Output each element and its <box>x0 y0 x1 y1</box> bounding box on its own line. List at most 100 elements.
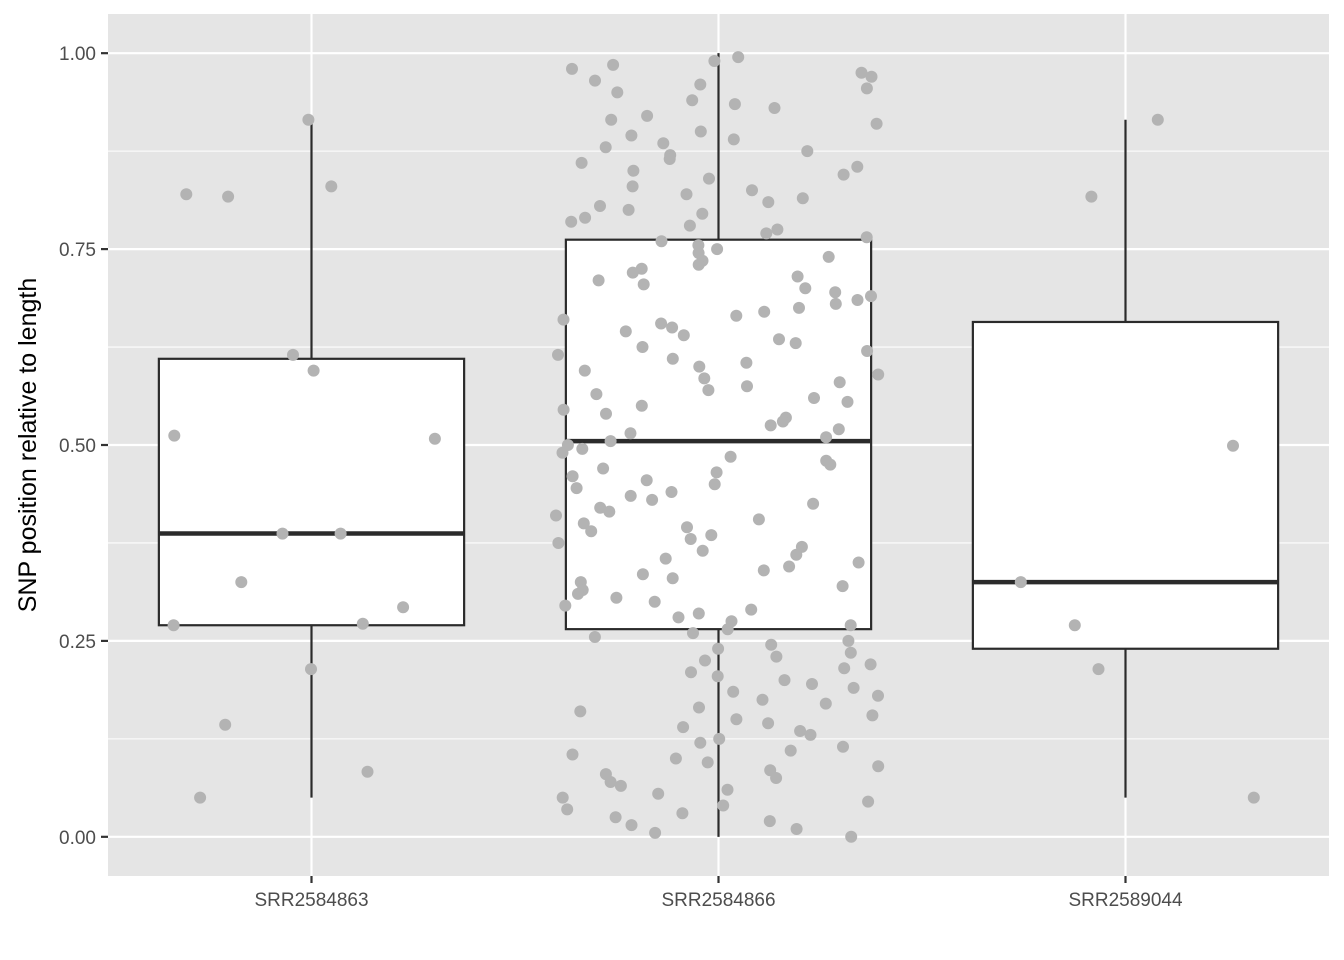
data-point <box>590 388 603 401</box>
axes: 0.00 0.25 0.50 0.75 1.00 SRR2584863 SRR2584866… <box>59 44 1183 911</box>
data-point <box>860 231 873 244</box>
data-point <box>770 772 783 784</box>
data-point <box>663 153 676 165</box>
data-point <box>807 497 820 510</box>
data-point <box>677 721 690 734</box>
data-point <box>708 55 721 67</box>
data-point <box>870 117 883 130</box>
data-point <box>655 317 668 330</box>
data-point <box>683 219 696 232</box>
data-point <box>692 607 705 620</box>
y-tick-label: 1.00 <box>59 44 96 65</box>
data-point <box>1068 619 1081 632</box>
data-point <box>822 250 835 263</box>
data-point <box>727 133 740 146</box>
data-point <box>566 470 579 483</box>
y-tick-label: 0.75 <box>59 240 96 261</box>
y-tick-label: 0.50 <box>59 436 96 457</box>
data-point <box>833 376 846 389</box>
data-point <box>666 572 679 585</box>
data-point <box>627 164 640 177</box>
data-point <box>770 650 783 663</box>
data-point <box>428 432 441 445</box>
data-point <box>636 568 649 581</box>
jitter-points <box>167 51 1260 843</box>
data-point <box>652 787 665 800</box>
data-point <box>771 223 784 236</box>
data-point <box>865 290 877 303</box>
data-point <box>605 113 618 126</box>
data-point <box>625 129 638 142</box>
data-point <box>594 200 606 212</box>
data-point <box>866 709 879 722</box>
data-point <box>1092 663 1105 676</box>
data-point <box>838 662 851 675</box>
data-point <box>763 815 776 828</box>
data-point <box>760 227 773 240</box>
data-point <box>222 190 235 203</box>
data-point <box>648 595 661 608</box>
data-point <box>741 380 753 393</box>
data-point <box>864 658 877 671</box>
data-point <box>637 278 650 291</box>
data-point <box>194 791 207 804</box>
data-point <box>745 603 758 616</box>
data-point <box>604 776 617 788</box>
data-point <box>356 617 369 630</box>
data-point <box>794 725 807 737</box>
data-point <box>756 693 769 706</box>
data-point <box>646 493 659 506</box>
data-point <box>607 58 620 71</box>
data-point <box>622 203 635 216</box>
data-point <box>836 580 849 593</box>
data-point <box>641 109 654 122</box>
data-point <box>624 427 637 440</box>
data-point <box>684 533 697 545</box>
data-point <box>609 811 622 824</box>
data-point <box>597 462 610 475</box>
data-point <box>710 466 723 479</box>
data-point <box>784 744 797 757</box>
data-point <box>575 156 588 169</box>
data-point <box>576 442 589 455</box>
data-point <box>808 392 820 404</box>
data-point <box>397 601 410 614</box>
data-point <box>672 611 685 624</box>
data-point <box>1227 439 1239 452</box>
data-point <box>302 113 315 126</box>
data-point <box>762 196 775 209</box>
data-point <box>577 517 590 530</box>
data-point <box>717 799 730 812</box>
data-point <box>669 752 682 765</box>
data-point <box>686 94 699 107</box>
data-point <box>724 450 737 463</box>
data-point <box>626 266 639 279</box>
data-point <box>819 697 832 710</box>
data-point <box>712 642 725 655</box>
data-point <box>862 795 875 808</box>
data-point <box>829 297 842 310</box>
data-point <box>746 184 758 197</box>
data-point <box>588 631 601 643</box>
data-point <box>705 529 718 542</box>
data-point <box>711 670 724 683</box>
data-point <box>845 830 858 843</box>
data-point <box>860 82 873 95</box>
data-point <box>837 168 850 181</box>
data-point <box>334 527 347 540</box>
data-point <box>168 429 181 442</box>
data-point <box>776 415 789 428</box>
data-point <box>694 78 707 91</box>
data-point <box>692 258 705 271</box>
data-point <box>696 544 709 557</box>
data-point <box>852 556 865 569</box>
data-point <box>561 803 574 816</box>
data-point <box>694 125 707 138</box>
data-point <box>659 552 672 565</box>
data-point <box>287 348 299 361</box>
data-point <box>681 521 693 534</box>
data-point <box>861 345 874 357</box>
data-point <box>219 718 232 731</box>
data-point <box>832 423 845 436</box>
data-point <box>694 736 707 749</box>
